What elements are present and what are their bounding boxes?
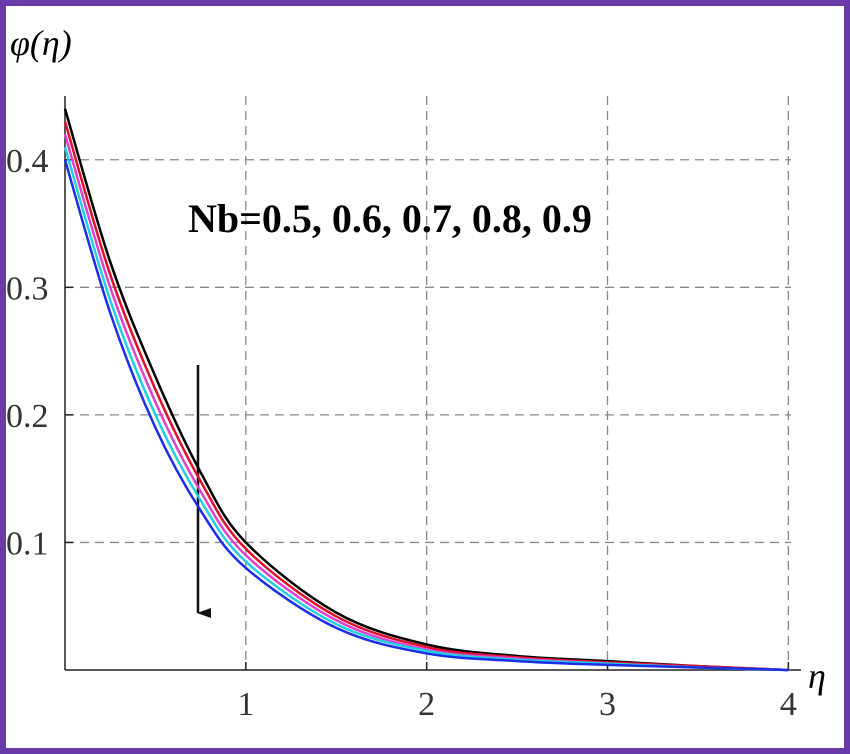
y-axis-label: φ(η)	[10, 23, 72, 63]
line-series	[63, 159, 789, 672]
x-tick-label: 2	[418, 686, 435, 723]
x-tick-label: 4	[780, 686, 797, 723]
annotation: Nb=0.5, 0.6, 0.7, 0.8, 0.9	[188, 196, 592, 241]
x-tick-label: 3	[599, 686, 616, 723]
y-tick-label: 0.1	[6, 525, 49, 562]
x-axis-label: η	[808, 656, 826, 696]
y-tick-label: 0.4	[6, 143, 49, 180]
x-tick-label: 1	[237, 686, 254, 723]
y-tick-label: 0.3	[6, 270, 49, 307]
y-tick-label: 0.2	[6, 398, 49, 435]
